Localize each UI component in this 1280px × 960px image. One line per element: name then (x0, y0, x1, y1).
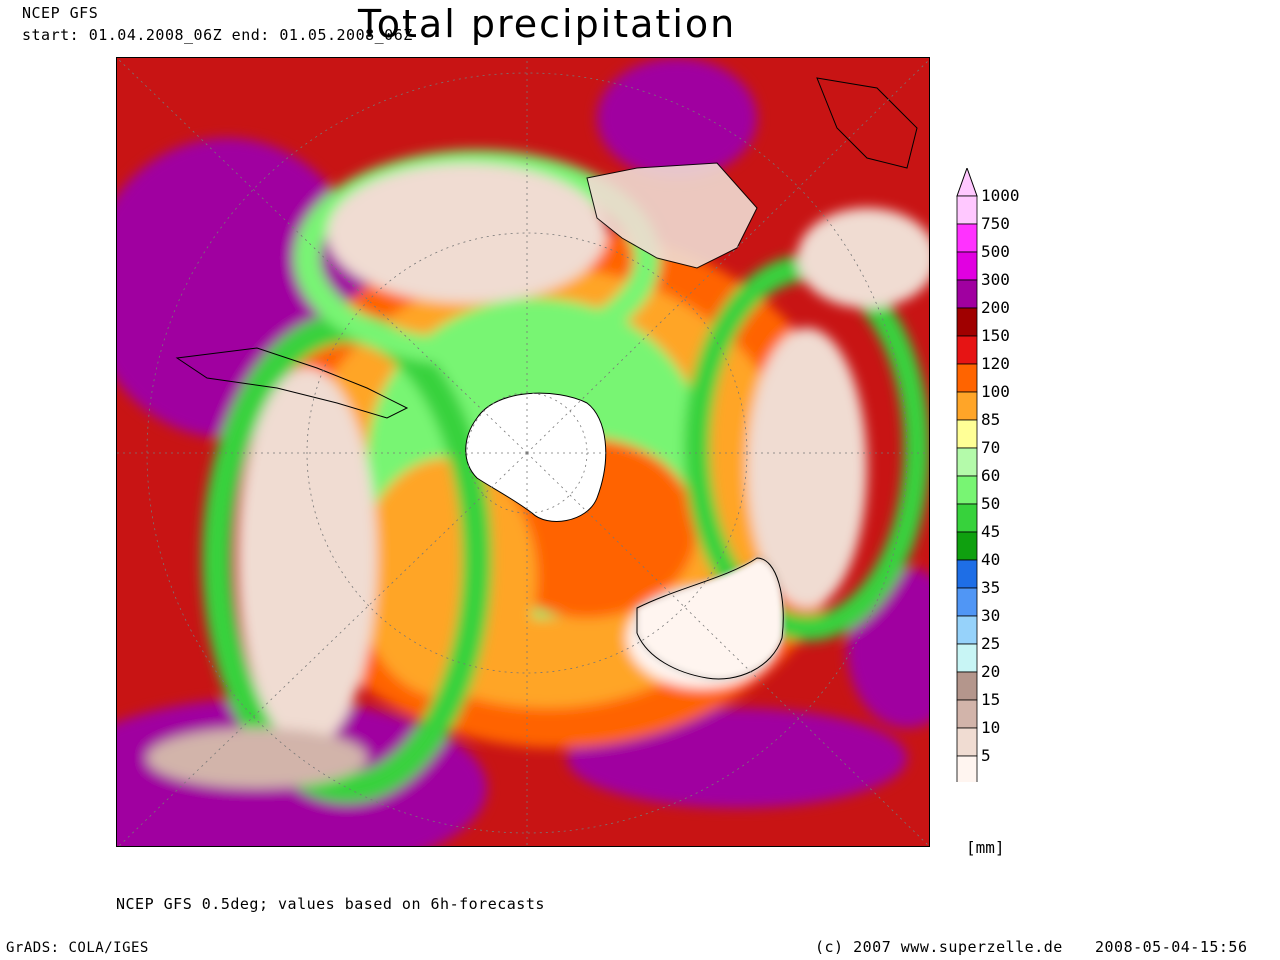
colorbar-swatch (956, 363, 978, 393)
colorbar-swatch (956, 307, 978, 337)
colorbar-label: 500 (981, 242, 1010, 261)
colorbar-label: 85 (981, 410, 1001, 429)
colorbar-swatch (956, 531, 978, 561)
colorbar-graphic (956, 166, 978, 814)
colorbar-swatch (956, 419, 978, 449)
colorbar-label: 150 (981, 326, 1010, 345)
colorbar-swatch (956, 223, 978, 253)
colorbar-swatch (956, 503, 978, 533)
colorbar-label: 1000 (981, 186, 1020, 205)
colorbar-label: 45 (981, 522, 1001, 541)
model-name: NCEP GFS (22, 4, 99, 22)
colorbar-swatch (956, 335, 978, 365)
colorbar-label: 10 (981, 718, 1001, 737)
colorbar-label: 60 (981, 466, 1001, 485)
unit-label: [mm] (966, 838, 1005, 857)
colorbar-swatch (956, 699, 978, 729)
forecast-period: start: 01.04.2008_06Z end: 01.05.2008_06… (22, 26, 413, 44)
colorbar-swatch (956, 195, 978, 225)
colorbar-label: 100 (981, 382, 1010, 401)
colorbar-top-arrow (956, 166, 978, 197)
colorbar-label: 120 (981, 354, 1010, 373)
colorbar-label: 300 (981, 270, 1010, 289)
colorbar-label: 50 (981, 494, 1001, 513)
colorbar-label: 70 (981, 438, 1001, 457)
colorbar-swatch (956, 391, 978, 421)
colorbar-swatch (956, 671, 978, 701)
precipitation-map (116, 57, 930, 847)
colorbar-label: 30 (981, 606, 1001, 625)
colorbar-label: 750 (981, 214, 1010, 233)
grads-credit: GrADS: COLA/IGES (6, 940, 149, 956)
colorbar-swatch (956, 447, 978, 477)
map-title: Total precipitation (358, 2, 737, 46)
colorbar-label: 15 (981, 690, 1001, 709)
colorbar-swatch (956, 727, 978, 757)
data-description: NCEP GFS 0.5deg; values based on 6h-fore… (116, 895, 545, 913)
colorbar-label: 20 (981, 662, 1001, 681)
colorbar-swatch (956, 615, 978, 645)
colorbar-swatch (956, 251, 978, 281)
colorbar-swatch (956, 279, 978, 309)
colorbar-swatch (956, 587, 978, 617)
colorbar (955, 166, 979, 814)
timestamp: 2008-05-04-15:56 (1095, 938, 1248, 956)
colorbar-label: 5 (981, 746, 991, 765)
colorbar-swatch (956, 559, 978, 589)
colorbar-label: 200 (981, 298, 1010, 317)
colorbar-swatch (956, 755, 978, 785)
colorbar-swatch (956, 475, 978, 505)
colorbar-label: 35 (981, 578, 1001, 597)
colorbar-swatch (956, 643, 978, 673)
colorbar-label: 40 (981, 550, 1001, 569)
copyright: (c) 2007 www.superzelle.de (815, 938, 1063, 956)
colorbar-label: 25 (981, 634, 1001, 653)
